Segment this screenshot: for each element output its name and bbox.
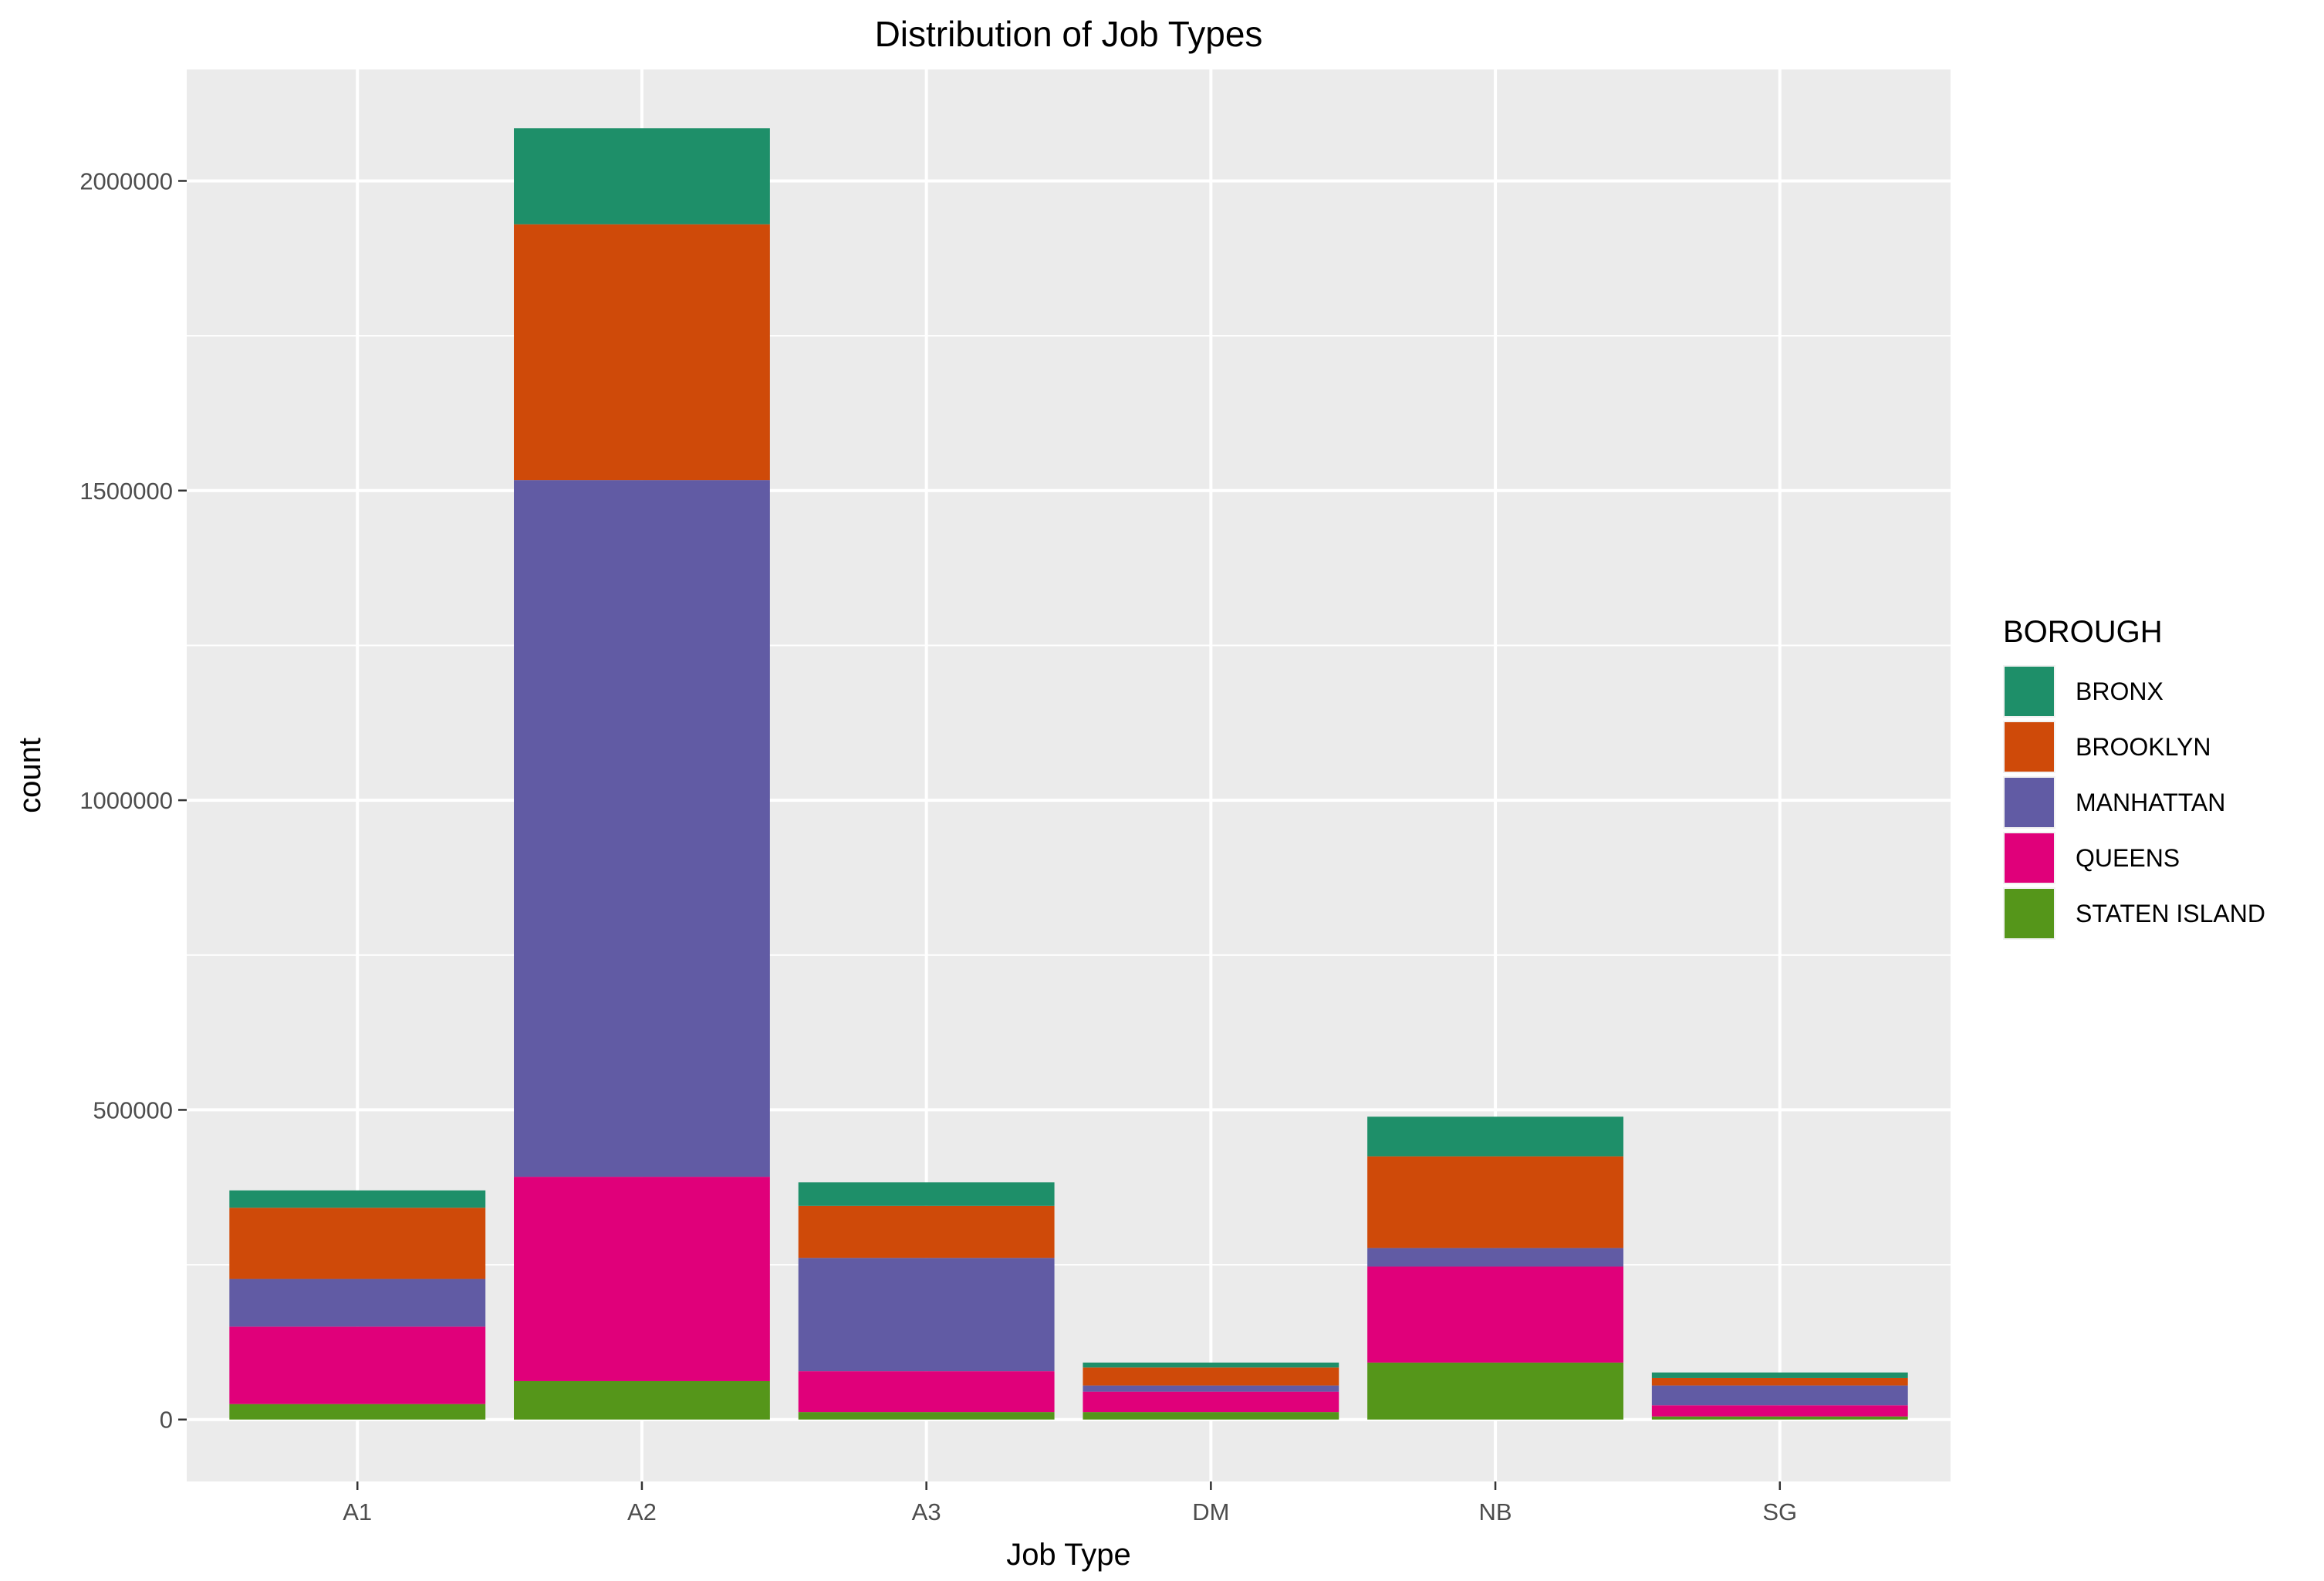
x-tick-label: NB: [1479, 1498, 1512, 1525]
legend-swatch: [2005, 722, 2054, 772]
legend-label: MANHATTAN: [2076, 789, 2225, 816]
bar-NB-queens: [1367, 1266, 1623, 1363]
x-tick-label: A3: [912, 1498, 941, 1525]
legend: BOROUGH BRONX BROOKLYN MANHATTAN QUEENS STAT…: [2003, 615, 2265, 940]
legend-title: BOROUGH: [2003, 615, 2163, 649]
legend-label: QUEENS: [2076, 844, 2180, 872]
bar-A3-bronx: [798, 1182, 1055, 1206]
bar-NB-manhattan: [1367, 1248, 1623, 1267]
y-axis: 0 500000 1000000 1500000 2000000: [79, 167, 187, 1434]
y-tick-label: 1500000: [79, 478, 173, 505]
y-tick-label: 1000000: [79, 787, 173, 814]
x-tick-label: A2: [627, 1498, 657, 1525]
bar-A3-brooklyn: [798, 1205, 1055, 1258]
bar-SG-bronx: [1651, 1372, 1908, 1378]
bar-A1-bronx: [229, 1190, 486, 1208]
bar-NB-bronx: [1367, 1116, 1623, 1157]
y-tick-label: 2000000: [79, 167, 173, 194]
legend-swatch: [2005, 889, 2054, 938]
bar-SG-brooklyn: [1651, 1377, 1908, 1386]
bar-A1-staten-island: [229, 1404, 486, 1420]
legend-label: BROOKLYN: [2076, 733, 2211, 761]
bar-A1-manhattan: [229, 1279, 486, 1327]
legend-label: STATEN ISLAND: [2076, 900, 2265, 927]
bar-NB-staten-island: [1367, 1362, 1623, 1420]
bar-SG-staten-island: [1651, 1416, 1908, 1420]
chart-title: Distribution of Job Types: [875, 14, 1263, 54]
legend-swatch: [2005, 667, 2054, 716]
bar-DM-manhattan: [1083, 1385, 1339, 1392]
y-axis-title: count: [13, 738, 47, 813]
bar-DM-queens: [1083, 1391, 1339, 1413]
y-tick-label: 500000: [93, 1096, 173, 1123]
bar-A2-brooklyn: [514, 224, 770, 481]
bar-DM-brooklyn: [1083, 1367, 1339, 1386]
legend-swatch: [2005, 778, 2054, 827]
bar-DM-staten-island: [1083, 1412, 1339, 1420]
bar-A2-manhattan: [514, 480, 770, 1177]
legend-label: BRONX: [2076, 677, 2164, 705]
bar-A2-staten-island: [514, 1380, 770, 1420]
bars: [229, 128, 1908, 1420]
bar-SG-queens: [1651, 1405, 1908, 1417]
x-tick-label: DM: [1192, 1498, 1229, 1525]
bar-A3-manhattan: [798, 1258, 1055, 1372]
x-tick-label: A1: [343, 1498, 372, 1525]
bar-A1-queens: [229, 1326, 486, 1404]
x-axis: A1 A2 A3 DM NB SG: [343, 1481, 1797, 1525]
bar-DM-bronx: [1083, 1362, 1339, 1368]
bar-A1-brooklyn: [229, 1208, 486, 1279]
bar-A2-queens: [514, 1177, 770, 1381]
y-tick-label: 0: [160, 1407, 173, 1434]
bar-A3-queens: [798, 1371, 1055, 1413]
bar-SG-manhattan: [1651, 1385, 1908, 1406]
bar-NB-brooklyn: [1367, 1156, 1623, 1248]
bar-A3-staten-island: [798, 1412, 1055, 1420]
x-axis-title: Job Type: [1006, 1538, 1131, 1572]
bar-A2-bronx: [514, 128, 770, 225]
x-tick-label: SG: [1762, 1498, 1797, 1525]
legend-swatch: [2005, 833, 2054, 883]
